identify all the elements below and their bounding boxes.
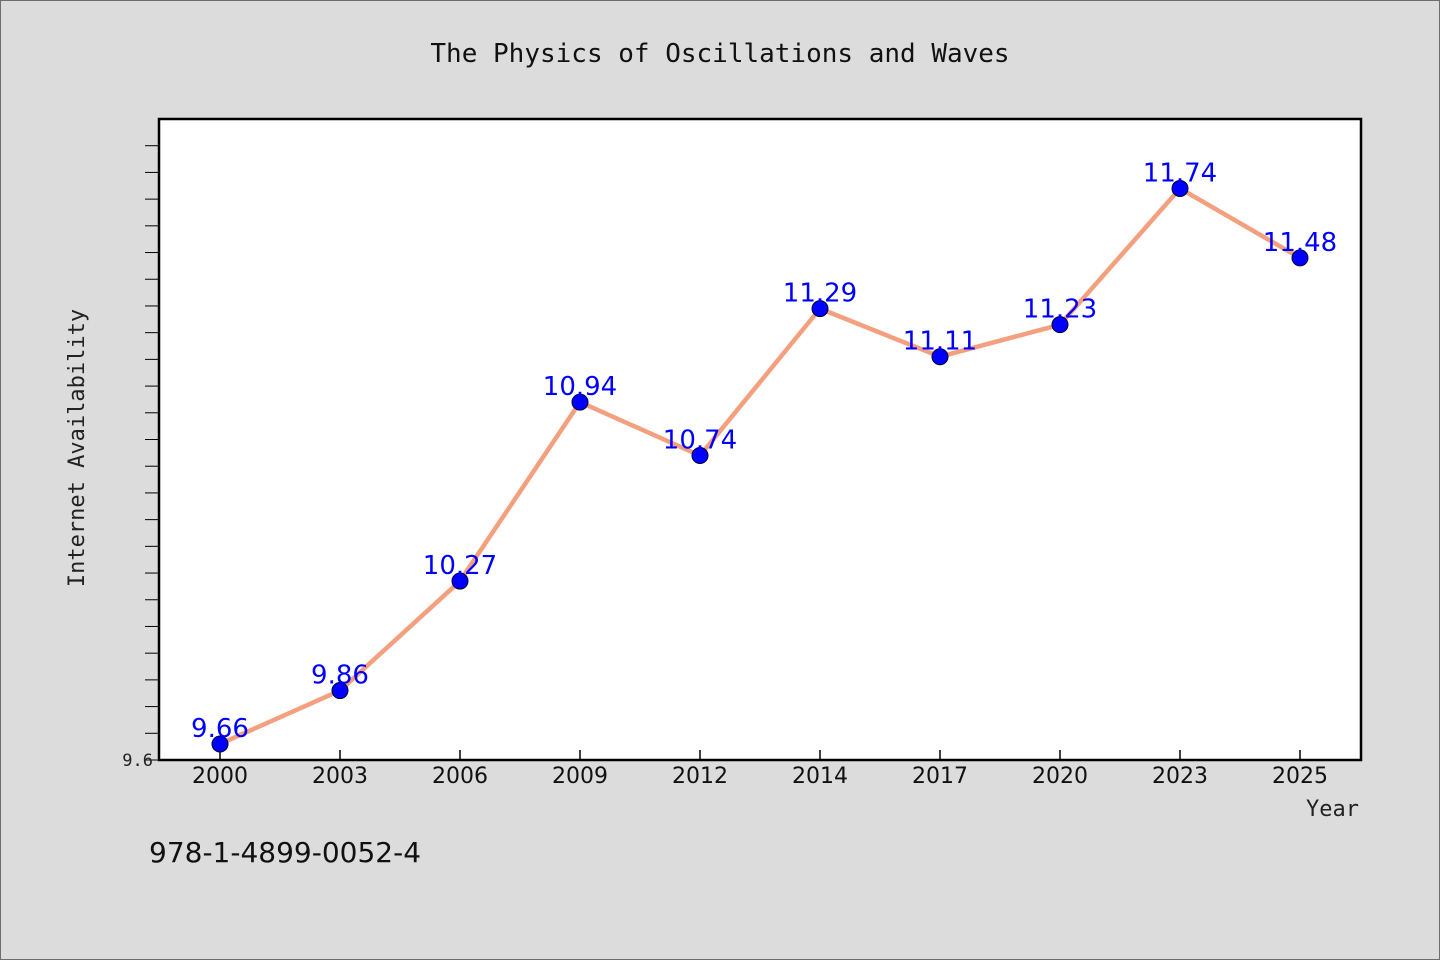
x-tick-label: 2000 [192,764,248,789]
data-labels: 9.66 9.86 10.27 10.94 10.74 11.29 11.11 11.23 11… [191,158,1337,744]
data-label: 9.86 [311,661,369,691]
x-tick-label: 2025 [1272,764,1328,789]
data-label: 11.11 [903,327,977,357]
data-point [1051,316,1069,334]
x-tick-label: 2003 [312,764,368,789]
data-point [1291,249,1309,267]
data-label: 11.29 [783,279,857,309]
data-markers [211,179,1309,753]
x-tick-label: 2012 [672,764,728,789]
y-axis-label: Internet Availability [65,309,90,587]
x-tick-label: 2006 [432,764,488,789]
data-label: 10.74 [663,426,737,456]
x-axis-tick-labels: 2000 2003 2006 2009 2012 2014 2017 2020 2023 2025 [192,764,1328,789]
x-axis-label: Year [1306,797,1359,822]
isbn-text: 978-1-4899-0052-4 [149,836,421,869]
plot-area [157,117,1363,762]
data-label: 11.23 [1023,295,1097,325]
data-label: 10.94 [543,372,617,402]
data-label: 9.66 [191,714,249,744]
y-axis-ticks [145,145,159,761]
data-point [331,682,349,700]
data-point [571,393,589,411]
data-point [1171,179,1189,197]
data-point [211,735,229,753]
y-tick-label: 9.6 [122,751,153,771]
y-axis-tick-labels: 9.6 [122,751,153,771]
data-label: 11.48 [1263,228,1337,258]
data-point [451,572,469,590]
data-label: 11.74 [1143,158,1217,188]
x-tick-label: 2017 [912,764,968,789]
x-tick-label: 2023 [1152,764,1208,789]
series-line [219,186,1302,747]
data-point [811,300,829,318]
x-tick-label: 2009 [552,764,608,789]
chart-title: The Physics of Oscillations and Waves [430,39,1009,69]
x-axis-ticks [219,750,1301,760]
data-point [931,348,949,366]
data-point [691,447,709,465]
data-label: 10.27 [423,551,497,581]
x-tick-label: 2014 [792,764,848,789]
x-tick-label: 2020 [1032,764,1088,789]
